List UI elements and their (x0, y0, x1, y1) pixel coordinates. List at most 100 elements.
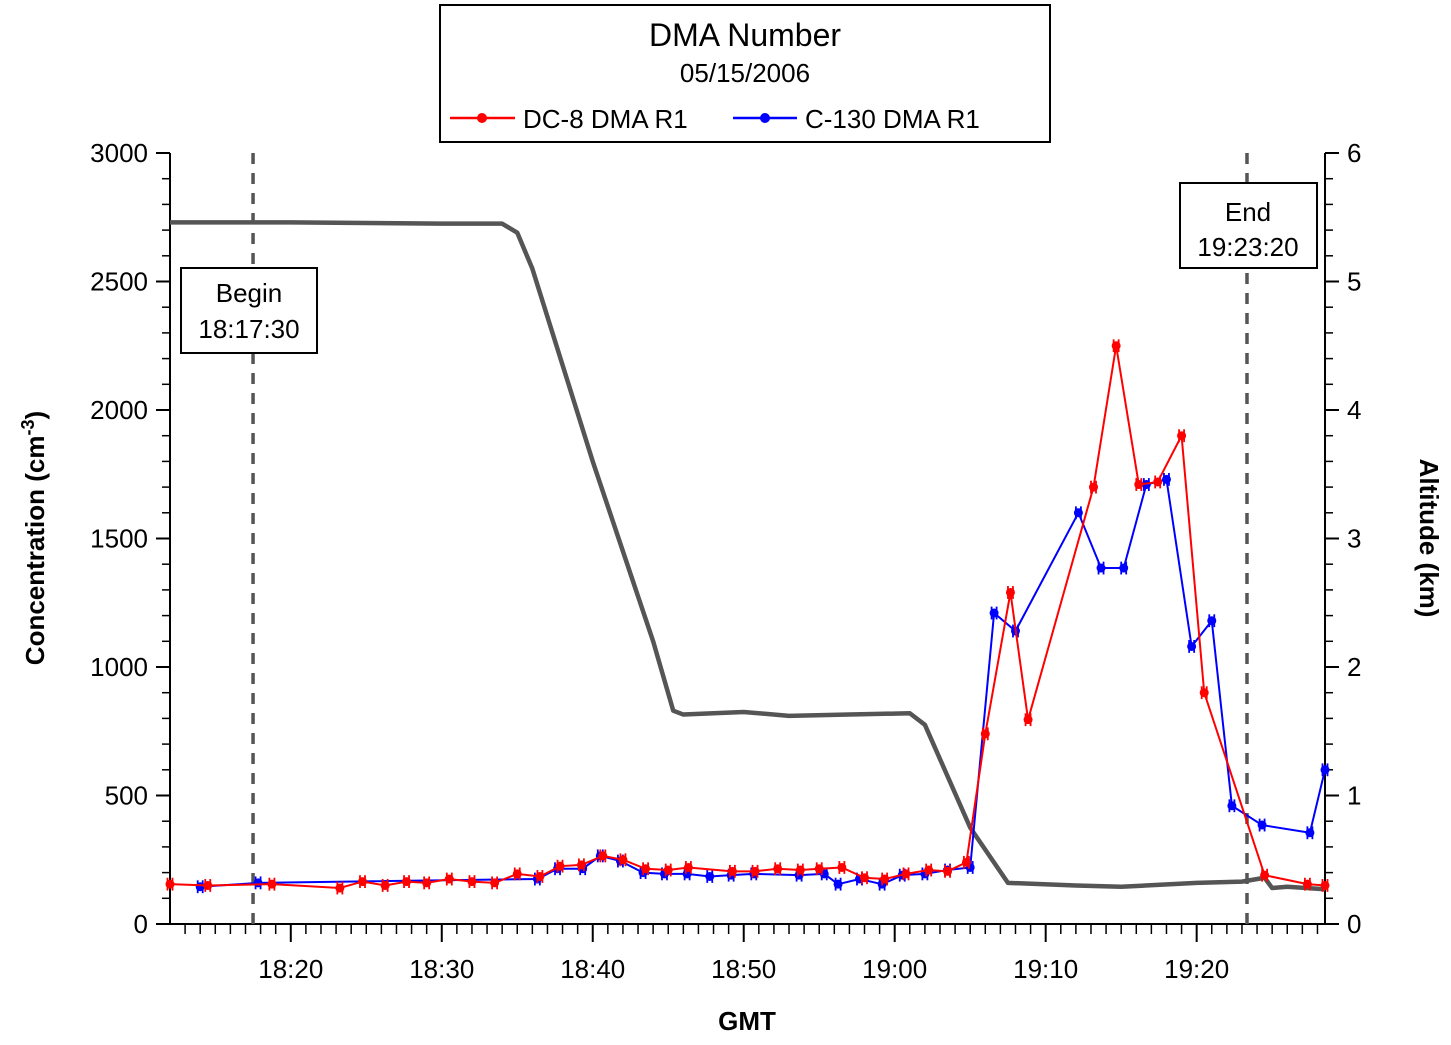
dc8-data-point (1302, 877, 1312, 891)
dc8-data-point (535, 870, 545, 883)
c130-data-point (1187, 640, 1197, 653)
c130-data-point (1010, 624, 1020, 638)
dc8-data-point (380, 879, 390, 892)
dc8-marker (901, 869, 911, 879)
dc8-data-point (1199, 686, 1209, 700)
dc8-series-line (169, 345, 1326, 890)
legend-label-c130: C-130 DMA R1 (805, 104, 980, 134)
x-tick-label: 18:20 (258, 954, 323, 984)
dc8-data-point (860, 871, 870, 885)
y2-tick-label: 5 (1347, 267, 1361, 297)
dc8-marker (165, 879, 175, 889)
dc8-marker (1153, 477, 1163, 487)
c130-data-point (1227, 799, 1237, 813)
dc8-marker (535, 871, 545, 881)
dc8-marker (1260, 870, 1270, 880)
c130-data-point (1320, 763, 1330, 777)
dc8-marker (1302, 879, 1312, 889)
chart-title: DMA Number (649, 17, 841, 53)
dc8-marker (1199, 688, 1209, 698)
dc8-data-point (467, 875, 477, 889)
dc8-data-point (795, 863, 805, 877)
begin-annotation-time: 18:17:30 (198, 314, 299, 344)
y2-tick-label: 6 (1347, 138, 1361, 168)
dc8-marker (444, 874, 454, 884)
c130-marker (1187, 641, 1197, 651)
c130-marker (833, 879, 843, 889)
dc8-data-point (641, 862, 651, 876)
legend-label-dc8: DC-8 DMA R1 (523, 104, 688, 134)
y-tick-label: 3000 (90, 138, 148, 168)
dc8-data-point (663, 863, 673, 877)
end-annotation-box (1179, 182, 1318, 269)
dc8-marker (1023, 715, 1033, 725)
dc8-data-point (924, 863, 934, 877)
y-tick-label: 500 (105, 781, 148, 811)
y-axis-title-main: Concentration (cm (20, 436, 50, 666)
c130-data-point (1305, 826, 1315, 840)
x-tick-label: 18:30 (409, 954, 474, 984)
end-annotation-time: 19:23:20 (1197, 232, 1298, 262)
dc8-data-point (555, 859, 565, 873)
dc8-marker (335, 883, 345, 893)
dc8-marker (961, 857, 971, 867)
dc8-marker (380, 880, 390, 890)
dc8-data-point (1177, 429, 1187, 443)
c130-data-point (705, 870, 715, 883)
dc8-marker (555, 861, 565, 871)
dc8-data-point (444, 872, 454, 886)
dc8-data-point (402, 875, 412, 889)
begin-annotation: Begin 18:17:30 (180, 267, 318, 354)
y-axis-title-close: ) (20, 411, 50, 420)
dc8-data-point (961, 855, 971, 869)
x-tick-label: 19:10 (1013, 954, 1078, 984)
dc8-marker (980, 729, 990, 739)
dc8-marker (203, 880, 213, 890)
dc8-marker (512, 869, 522, 879)
x-tick-label: 19:20 (1164, 954, 1229, 984)
dc8-data-point (727, 864, 737, 878)
dc8-data-point (1023, 713, 1033, 727)
c130-marker (195, 882, 205, 892)
dc8-data-point (901, 867, 911, 881)
dc8-marker (576, 860, 586, 870)
dc8-marker (814, 864, 824, 874)
c130-marker (1096, 563, 1106, 573)
c130-data-point (253, 876, 263, 890)
y-axis-title-exponent: -3 (18, 419, 38, 435)
y2-tick-label: 0 (1347, 909, 1361, 939)
x-axis-title: GMT (718, 1006, 776, 1036)
dc8-data-point (358, 875, 367, 889)
c130-marker (1320, 765, 1330, 775)
begin-annotation-label: Begin (216, 278, 283, 308)
dc8-data-point (880, 872, 890, 886)
dc8-data-point (943, 864, 953, 878)
c130-data-point (195, 880, 205, 894)
dc8-marker (402, 877, 412, 887)
c130-marker (1305, 828, 1315, 838)
dc8-marker (773, 864, 783, 874)
dc8-data-point (1320, 879, 1330, 892)
dc8-data-point (837, 861, 847, 874)
dc8-data-point (267, 877, 277, 891)
dc8-marker (1111, 341, 1121, 351)
dc8-data-point (1005, 586, 1015, 599)
y-axis-title: Concentration (cm-3) (18, 411, 50, 665)
y-tick-label: 0 (134, 909, 148, 939)
dc8-marker (1320, 880, 1330, 890)
x-tick-label: 18:40 (560, 954, 625, 984)
c130-data-point (1257, 818, 1267, 832)
dc8-data-point (773, 862, 783, 876)
dc8-data-point (1111, 339, 1121, 353)
y-tick-label: 1500 (90, 524, 148, 554)
ticks-layer: 0 500 1000 1500 2000 2500 3000 0 1 2 3 4 5 6 18:20 18:3… (90, 138, 1361, 984)
dc8-marker (837, 862, 847, 872)
dc8-marker (1134, 480, 1144, 490)
end-annotation: End 19:23:20 (1179, 182, 1318, 269)
series-layer (165, 220, 1330, 895)
dc8-marker (358, 877, 367, 887)
c130-data-point (1161, 472, 1171, 486)
dc8-data-point (598, 849, 608, 863)
legend-marker-c130 (760, 113, 770, 123)
